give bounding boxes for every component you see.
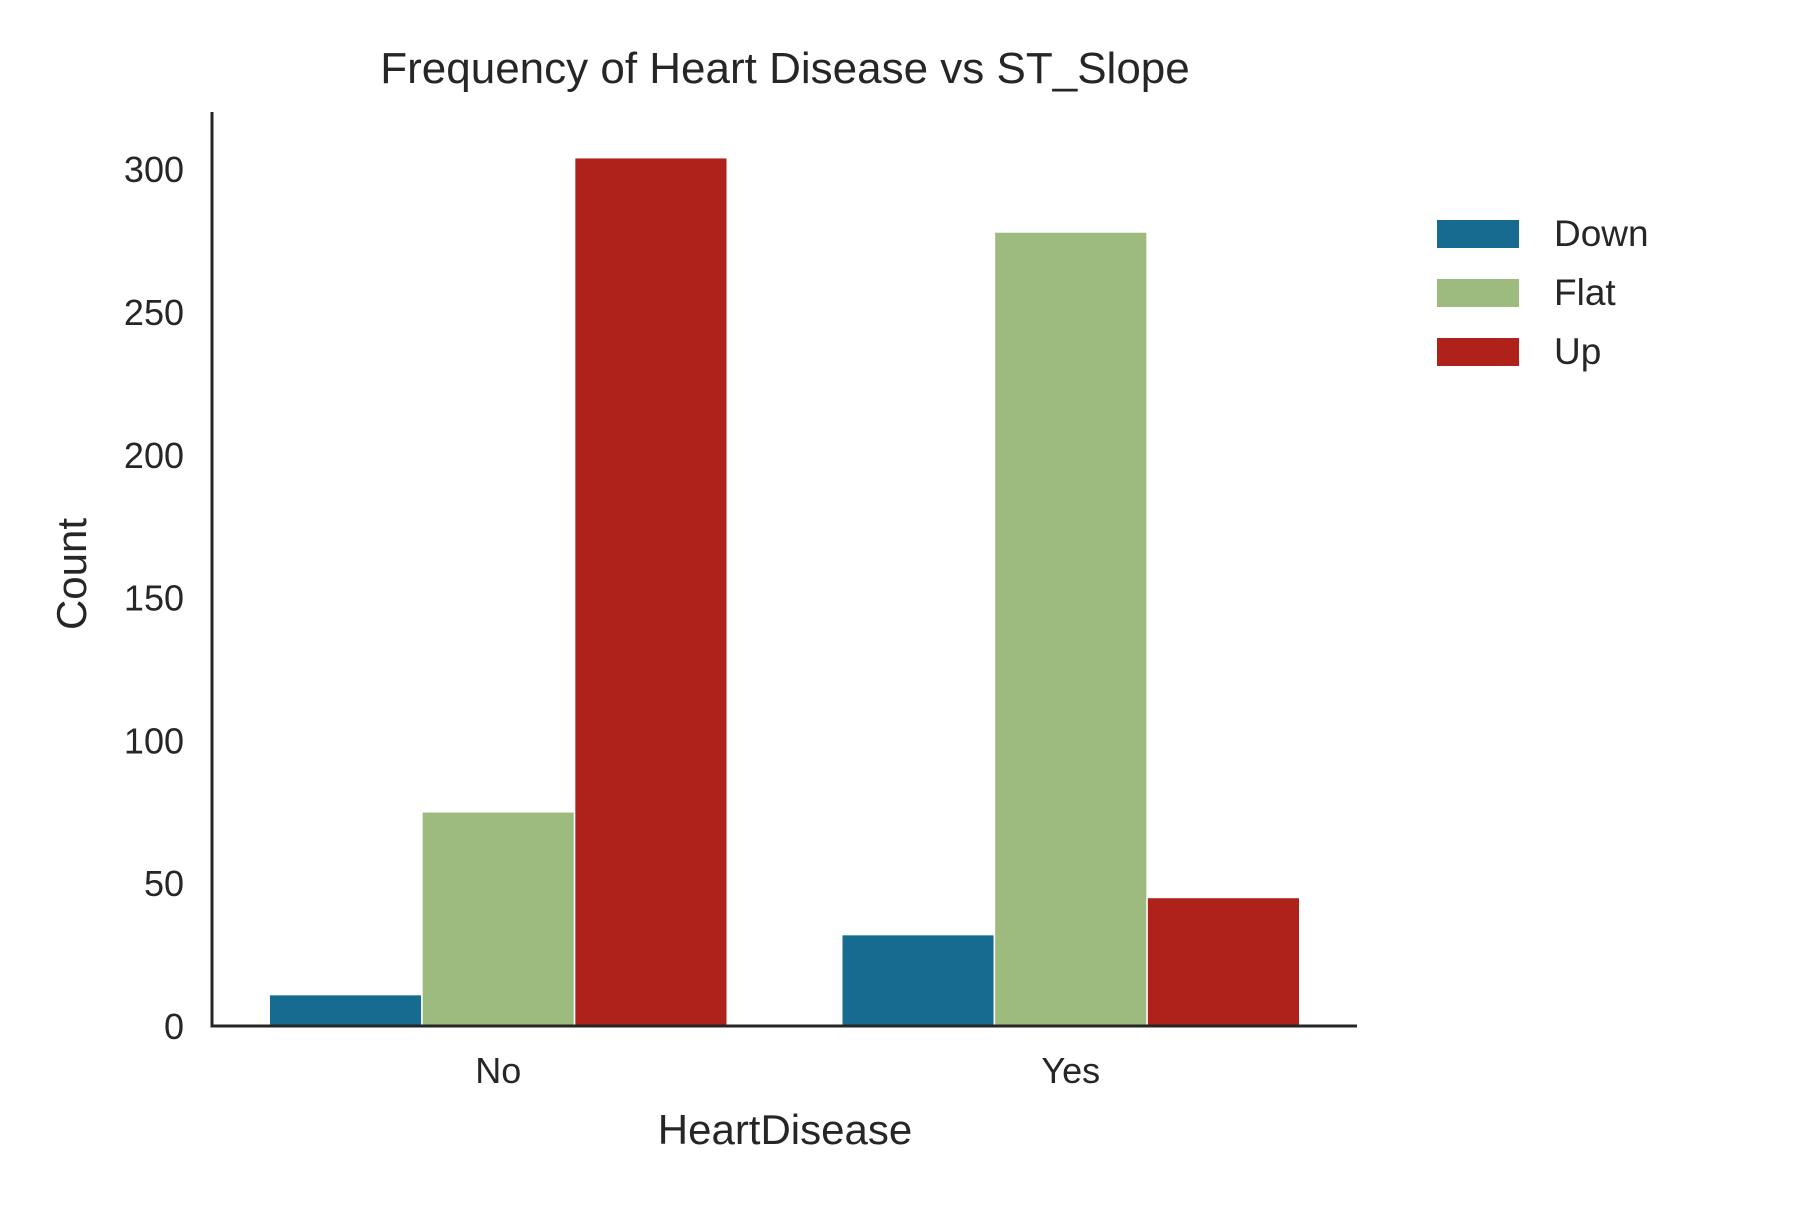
y-tick-label: 0 xyxy=(164,1006,184,1047)
legend-swatch-down xyxy=(1437,220,1519,248)
bars-layer xyxy=(268,156,1301,1027)
legend-swatch-up xyxy=(1437,338,1519,366)
bar-down-no xyxy=(268,993,423,1027)
legend-label-flat: Flat xyxy=(1554,272,1616,313)
y-axis-label: Count xyxy=(48,518,95,630)
axes-layer xyxy=(210,112,1357,1028)
ticks-layer: 0 50 100 150 200 250 300 No Yes xyxy=(124,149,1100,1091)
bar-down-yes xyxy=(841,933,996,1027)
bar-up-yes xyxy=(1146,896,1301,1027)
y-tick-label: 300 xyxy=(124,149,184,190)
bar-flat-no xyxy=(421,811,576,1027)
legend-swatch-flat xyxy=(1437,279,1519,307)
y-tick-label: 150 xyxy=(124,578,184,619)
y-tick-label: 100 xyxy=(124,720,184,761)
y-tick-label: 50 xyxy=(144,863,184,904)
x-axis-label: HeartDisease xyxy=(658,1106,912,1153)
legend: Down Flat Up xyxy=(1437,213,1649,372)
y-tick-label: 200 xyxy=(124,435,184,476)
x-tick-label: Yes xyxy=(1041,1050,1100,1091)
bar-up-no xyxy=(573,156,728,1027)
x-tick-label: No xyxy=(475,1050,521,1091)
chart-title: Frequency of Heart Disease vs ST_Slope xyxy=(380,44,1190,93)
bar-flat-yes xyxy=(993,231,1148,1027)
legend-label-down: Down xyxy=(1554,213,1649,254)
y-tick-label: 250 xyxy=(124,292,184,333)
legend-label-up: Up xyxy=(1554,331,1601,372)
